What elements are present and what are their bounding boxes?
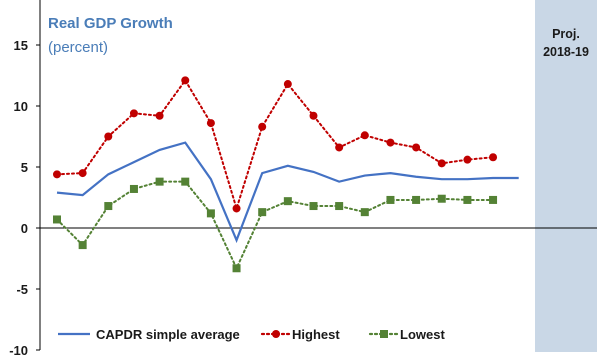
- point-highest: [412, 143, 421, 152]
- point-highest: [181, 76, 190, 85]
- point-lowest: [437, 194, 446, 203]
- point-lowest: [206, 209, 215, 218]
- point-lowest: [129, 184, 138, 193]
- point-highest: [78, 169, 87, 178]
- series-layer: [53, 76, 519, 273]
- point-highest: [335, 143, 344, 152]
- y-tick-label: 0: [21, 221, 28, 236]
- point-lowest: [335, 202, 344, 211]
- point-lowest: [181, 177, 190, 186]
- y-tick-label: 10: [14, 99, 28, 114]
- point-highest: [232, 204, 241, 213]
- point-lowest: [360, 208, 369, 217]
- point-highest: [489, 153, 498, 162]
- legend-label-highest: Highest: [292, 327, 340, 342]
- point-lowest: [283, 197, 292, 206]
- point-highest: [386, 138, 395, 147]
- point-highest: [463, 155, 472, 164]
- point-lowest: [489, 195, 498, 204]
- point-highest: [129, 109, 138, 118]
- y-axis-ticks: -10 -5 0 5 10 15: [9, 38, 40, 358]
- point-lowest: [232, 264, 241, 273]
- point-lowest: [155, 177, 164, 186]
- point-highest: [155, 111, 164, 120]
- legend-marker-highest: [272, 330, 280, 338]
- point-highest: [437, 159, 446, 168]
- y-tick-label: 5: [21, 160, 28, 175]
- projection-label-line1: Proj.: [552, 27, 580, 41]
- point-lowest: [309, 202, 318, 211]
- point-lowest: [412, 195, 421, 204]
- point-highest: [309, 111, 318, 120]
- point-highest: [283, 80, 292, 89]
- legend-marker-lowest: [380, 330, 388, 338]
- legend: CAPDR simple average Highest Lowest: [58, 327, 445, 342]
- series-line-highest: [56, 78, 495, 212]
- y-tick-label: 15: [14, 38, 28, 53]
- series-line-capdr-simple-average: [56, 141, 519, 244]
- point-highest: [53, 170, 61, 179]
- legend-label-capdr-simple-average: CAPDR simple average: [96, 327, 240, 342]
- point-lowest: [104, 202, 113, 211]
- y-tick-label: -5: [16, 282, 28, 297]
- chart-title: Real GDP Growth: [48, 15, 173, 32]
- legend-label-lowest: Lowest: [400, 327, 445, 342]
- point-lowest: [463, 195, 472, 204]
- point-lowest: [78, 241, 87, 250]
- point-highest: [206, 119, 215, 128]
- point-lowest: [386, 195, 395, 204]
- series-line-lowest: [56, 180, 495, 271]
- y-tick-label: -10: [9, 343, 28, 358]
- chart-subtitle: (percent): [48, 39, 108, 56]
- point-lowest: [258, 208, 267, 217]
- point-highest: [104, 132, 113, 141]
- point-highest: [360, 131, 369, 140]
- point-highest: [258, 122, 267, 131]
- projection-label-line2: 2018-19: [543, 45, 589, 59]
- projection-band: [535, 0, 597, 352]
- point-lowest: [53, 215, 61, 224]
